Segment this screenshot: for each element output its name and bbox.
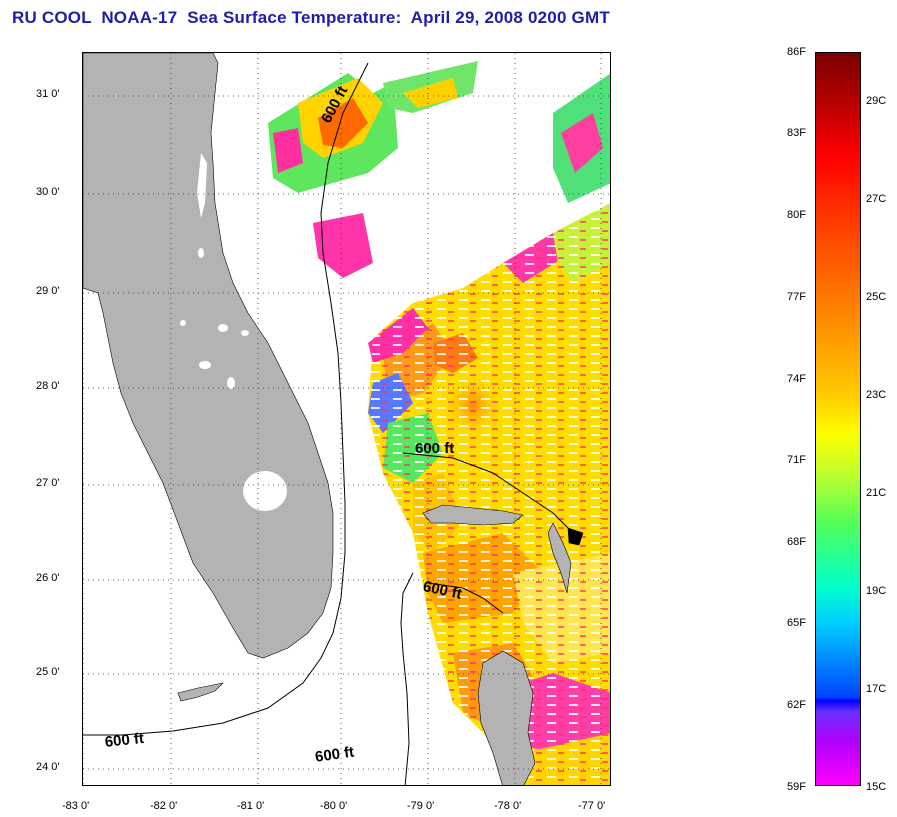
graticule bbox=[83, 53, 610, 785]
lat-label: 24 0' bbox=[36, 761, 60, 773]
sst-data-north bbox=[268, 61, 610, 278]
colorbar-c-label: 17C bbox=[866, 683, 887, 695]
colorbar-f-label: 62F bbox=[787, 699, 806, 711]
sst-map bbox=[82, 52, 611, 786]
lon-label: -82 0' bbox=[150, 800, 178, 812]
contour-line-bahama bbox=[402, 452, 574, 534]
lon-label: -81 0' bbox=[237, 800, 265, 812]
contour-line-tongue bbox=[400, 572, 414, 785]
lon-label: -77 0' bbox=[578, 800, 606, 812]
andros bbox=[477, 650, 536, 785]
colorbar-c-label: 25C bbox=[866, 291, 887, 303]
lon-label: -79 0' bbox=[407, 800, 435, 812]
colorbar-c-label: 15C bbox=[866, 781, 887, 793]
colorbar-f-label: 59F bbox=[787, 781, 806, 793]
lat-label: 27 0' bbox=[36, 477, 60, 489]
colorbar-c-label: 23C bbox=[866, 389, 887, 401]
lat-label: 28 0' bbox=[36, 380, 60, 392]
temperature-colorbar bbox=[815, 52, 861, 786]
lon-label: -78 0' bbox=[494, 800, 522, 812]
sst-data-east bbox=[368, 203, 610, 785]
colorbar-f-label: 86F bbox=[787, 46, 806, 58]
grand-bahama bbox=[422, 504, 524, 526]
contour-label: 600 ft bbox=[415, 440, 455, 457]
colorbar-f-label: 71F bbox=[787, 454, 806, 466]
colorbar-f-label: 80F bbox=[787, 209, 806, 221]
contour-lines bbox=[83, 62, 574, 785]
colorbar-f-label: 77F bbox=[787, 291, 806, 303]
lat-label: 26 0' bbox=[36, 572, 60, 584]
lat-label: 25 0' bbox=[36, 666, 60, 678]
map-title: RU COOL NOAA-17 Sea Surface Temperature:… bbox=[12, 8, 610, 27]
colorbar-f-label: 65F bbox=[787, 617, 806, 629]
colorbar-c-label: 19C bbox=[866, 585, 887, 597]
sst-map-graphic bbox=[83, 53, 610, 785]
abaco bbox=[547, 522, 572, 594]
lon-label: -83 0' bbox=[62, 800, 90, 812]
colorbar-c-label: 29C bbox=[866, 95, 887, 107]
colorbar-c-label: 21C bbox=[866, 487, 887, 499]
colorbar-f-label: 83F bbox=[787, 127, 806, 139]
colorbar-c-label: 27C bbox=[866, 193, 887, 205]
colorbar-f-label: 68F bbox=[787, 536, 806, 548]
lon-label: -80 0' bbox=[320, 800, 348, 812]
contour-line-channel bbox=[427, 582, 504, 614]
contour-line-main bbox=[83, 62, 369, 736]
florida-keys bbox=[177, 682, 224, 702]
lat-label: 31 0' bbox=[36, 88, 60, 100]
lat-label: 29 0' bbox=[36, 285, 60, 297]
lakes bbox=[180, 153, 287, 511]
colorbar-f-label: 74F bbox=[787, 373, 806, 385]
lat-label: 30 0' bbox=[36, 186, 60, 198]
